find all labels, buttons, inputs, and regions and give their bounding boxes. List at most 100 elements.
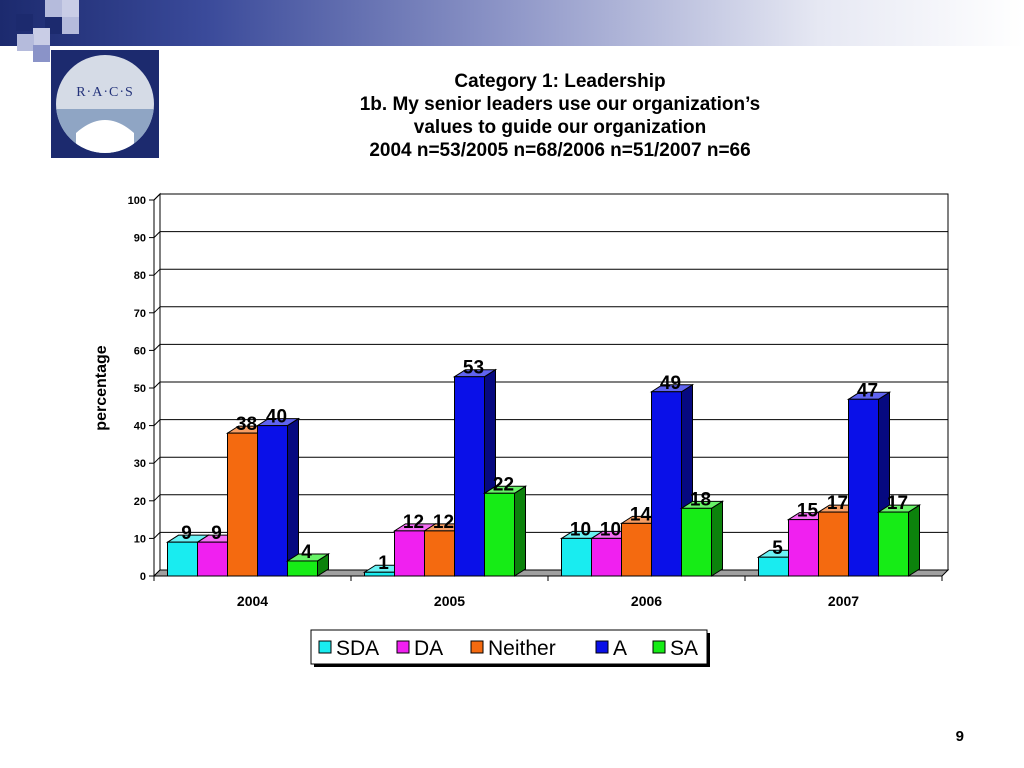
- y-tick-label: 90: [134, 233, 146, 245]
- bar-neither-2006: [619, 515, 665, 577]
- bar-sa-2007: [876, 504, 922, 577]
- data-label: 12: [403, 512, 424, 533]
- legend-swatch-neither: [470, 640, 484, 654]
- bar-front: [758, 556, 789, 577]
- bar-side: [711, 500, 723, 577]
- bar-front: [484, 492, 515, 577]
- data-label: 10: [600, 519, 621, 540]
- gridline-side: [153, 231, 161, 238]
- data-label: 49: [660, 373, 681, 394]
- y-tick-label: 40: [134, 421, 146, 433]
- y-tick-label: 100: [128, 195, 146, 207]
- data-label: 17: [887, 493, 908, 514]
- logo-circle: R·A·C·S: [56, 55, 154, 153]
- bar-front: [681, 507, 712, 577]
- legend-box: [310, 629, 708, 665]
- deco-square: [45, 0, 62, 17]
- data-label: 38: [236, 414, 257, 435]
- data-label: 40: [266, 407, 287, 428]
- deco-square: [62, 17, 79, 34]
- legend-swatch-sda: [318, 640, 332, 654]
- legend-label-a: A: [613, 637, 627, 660]
- bar-front: [818, 511, 849, 577]
- y-tick-label: 50: [134, 383, 146, 395]
- legend-swatch-sa: [652, 640, 666, 654]
- data-label: 17: [827, 493, 848, 514]
- bar-front: [878, 511, 909, 577]
- gridline-side: [153, 306, 161, 314]
- bar-front: [167, 541, 198, 577]
- legend-label-neither: Neither: [488, 637, 556, 660]
- bar-front: [424, 530, 455, 577]
- bar-front: [394, 530, 425, 577]
- y-tick-label: 0: [140, 571, 146, 583]
- data-label: 22: [493, 474, 514, 495]
- deco-square: [33, 45, 50, 62]
- decorative-squares: [0, 0, 90, 70]
- bar-front: [197, 541, 228, 577]
- legend-swatch-da: [396, 640, 410, 654]
- title-line-4: 2004 n=53/2005 n=68/2006 n=51/2007 n=66: [369, 140, 751, 161]
- bar-a-2007: [846, 391, 892, 577]
- x-tick-label: 2007: [828, 593, 859, 609]
- gridline-side: [153, 532, 161, 539]
- legend-label-sda: SDA: [336, 637, 379, 660]
- bar-front: [591, 537, 622, 577]
- legend-label-da: DA: [414, 637, 443, 660]
- y-tick-label: 80: [134, 270, 146, 282]
- y-tick-label: 20: [134, 496, 146, 508]
- data-label: 10: [570, 519, 591, 540]
- bar-front: [621, 522, 652, 577]
- racs-logo: R·A·C·S: [51, 50, 159, 158]
- data-label: 12: [433, 512, 454, 533]
- y-tick-label: 30: [134, 458, 146, 470]
- legend-label-sa: SA: [670, 637, 698, 660]
- x-tick-label: 2006: [631, 593, 662, 609]
- bar-front: [287, 560, 318, 577]
- bar-side: [287, 417, 299, 577]
- bar-front: [788, 519, 819, 577]
- bar-sa-2006: [679, 500, 725, 577]
- data-label: 15: [797, 501, 819, 522]
- gridline-side: [153, 494, 161, 502]
- logo-text: R·A·C·S: [76, 85, 134, 100]
- data-label: 1: [378, 553, 389, 574]
- y-tick-label: 60: [134, 345, 146, 357]
- y-tick-label: 10: [134, 533, 146, 545]
- deco-square: [62, 0, 79, 17]
- gridline-side: [153, 456, 161, 464]
- bar-front: [257, 425, 288, 577]
- header-band: [0, 0, 1024, 46]
- bar-front: [848, 398, 879, 577]
- title-line-2: 1b. My senior leaders use our organizati…: [359, 94, 761, 115]
- x-tick-label: 2004: [237, 593, 268, 609]
- bar-sa-2005: [482, 485, 528, 577]
- deco-square: [16, 14, 33, 31]
- y-axis-title: percentage: [93, 345, 110, 430]
- gridline-side: [153, 193, 161, 201]
- data-label: 4: [301, 542, 312, 563]
- bar-front: [227, 432, 258, 577]
- gridline-side: [153, 344, 161, 351]
- bar-sa-2004: [285, 553, 331, 577]
- data-label: 53: [463, 358, 484, 379]
- bar-front: [454, 376, 485, 577]
- bar-side: [514, 485, 526, 577]
- deco-square: [33, 28, 50, 45]
- bar-a-2004: [255, 417, 301, 577]
- bar-front: [561, 537, 592, 577]
- x-tick-label: 2005: [434, 593, 465, 609]
- bar-side: [908, 504, 920, 577]
- page-number: 9: [955, 728, 964, 745]
- legend-swatch-a: [595, 640, 609, 654]
- bar-front: [651, 391, 682, 577]
- deco-square: [17, 34, 34, 51]
- gridline-side: [153, 381, 161, 389]
- legend: SDA DA Neither A SA: [310, 629, 710, 667]
- title-line-1: Category 1: Leadership: [454, 71, 666, 92]
- gridline-side: [153, 419, 161, 426]
- data-label: 9: [181, 523, 192, 544]
- chart-title: Category 1: Leadership 1b. My senior lea…: [300, 70, 820, 162]
- logo-arch-icon: [76, 120, 134, 153]
- gridline-side: [153, 268, 161, 276]
